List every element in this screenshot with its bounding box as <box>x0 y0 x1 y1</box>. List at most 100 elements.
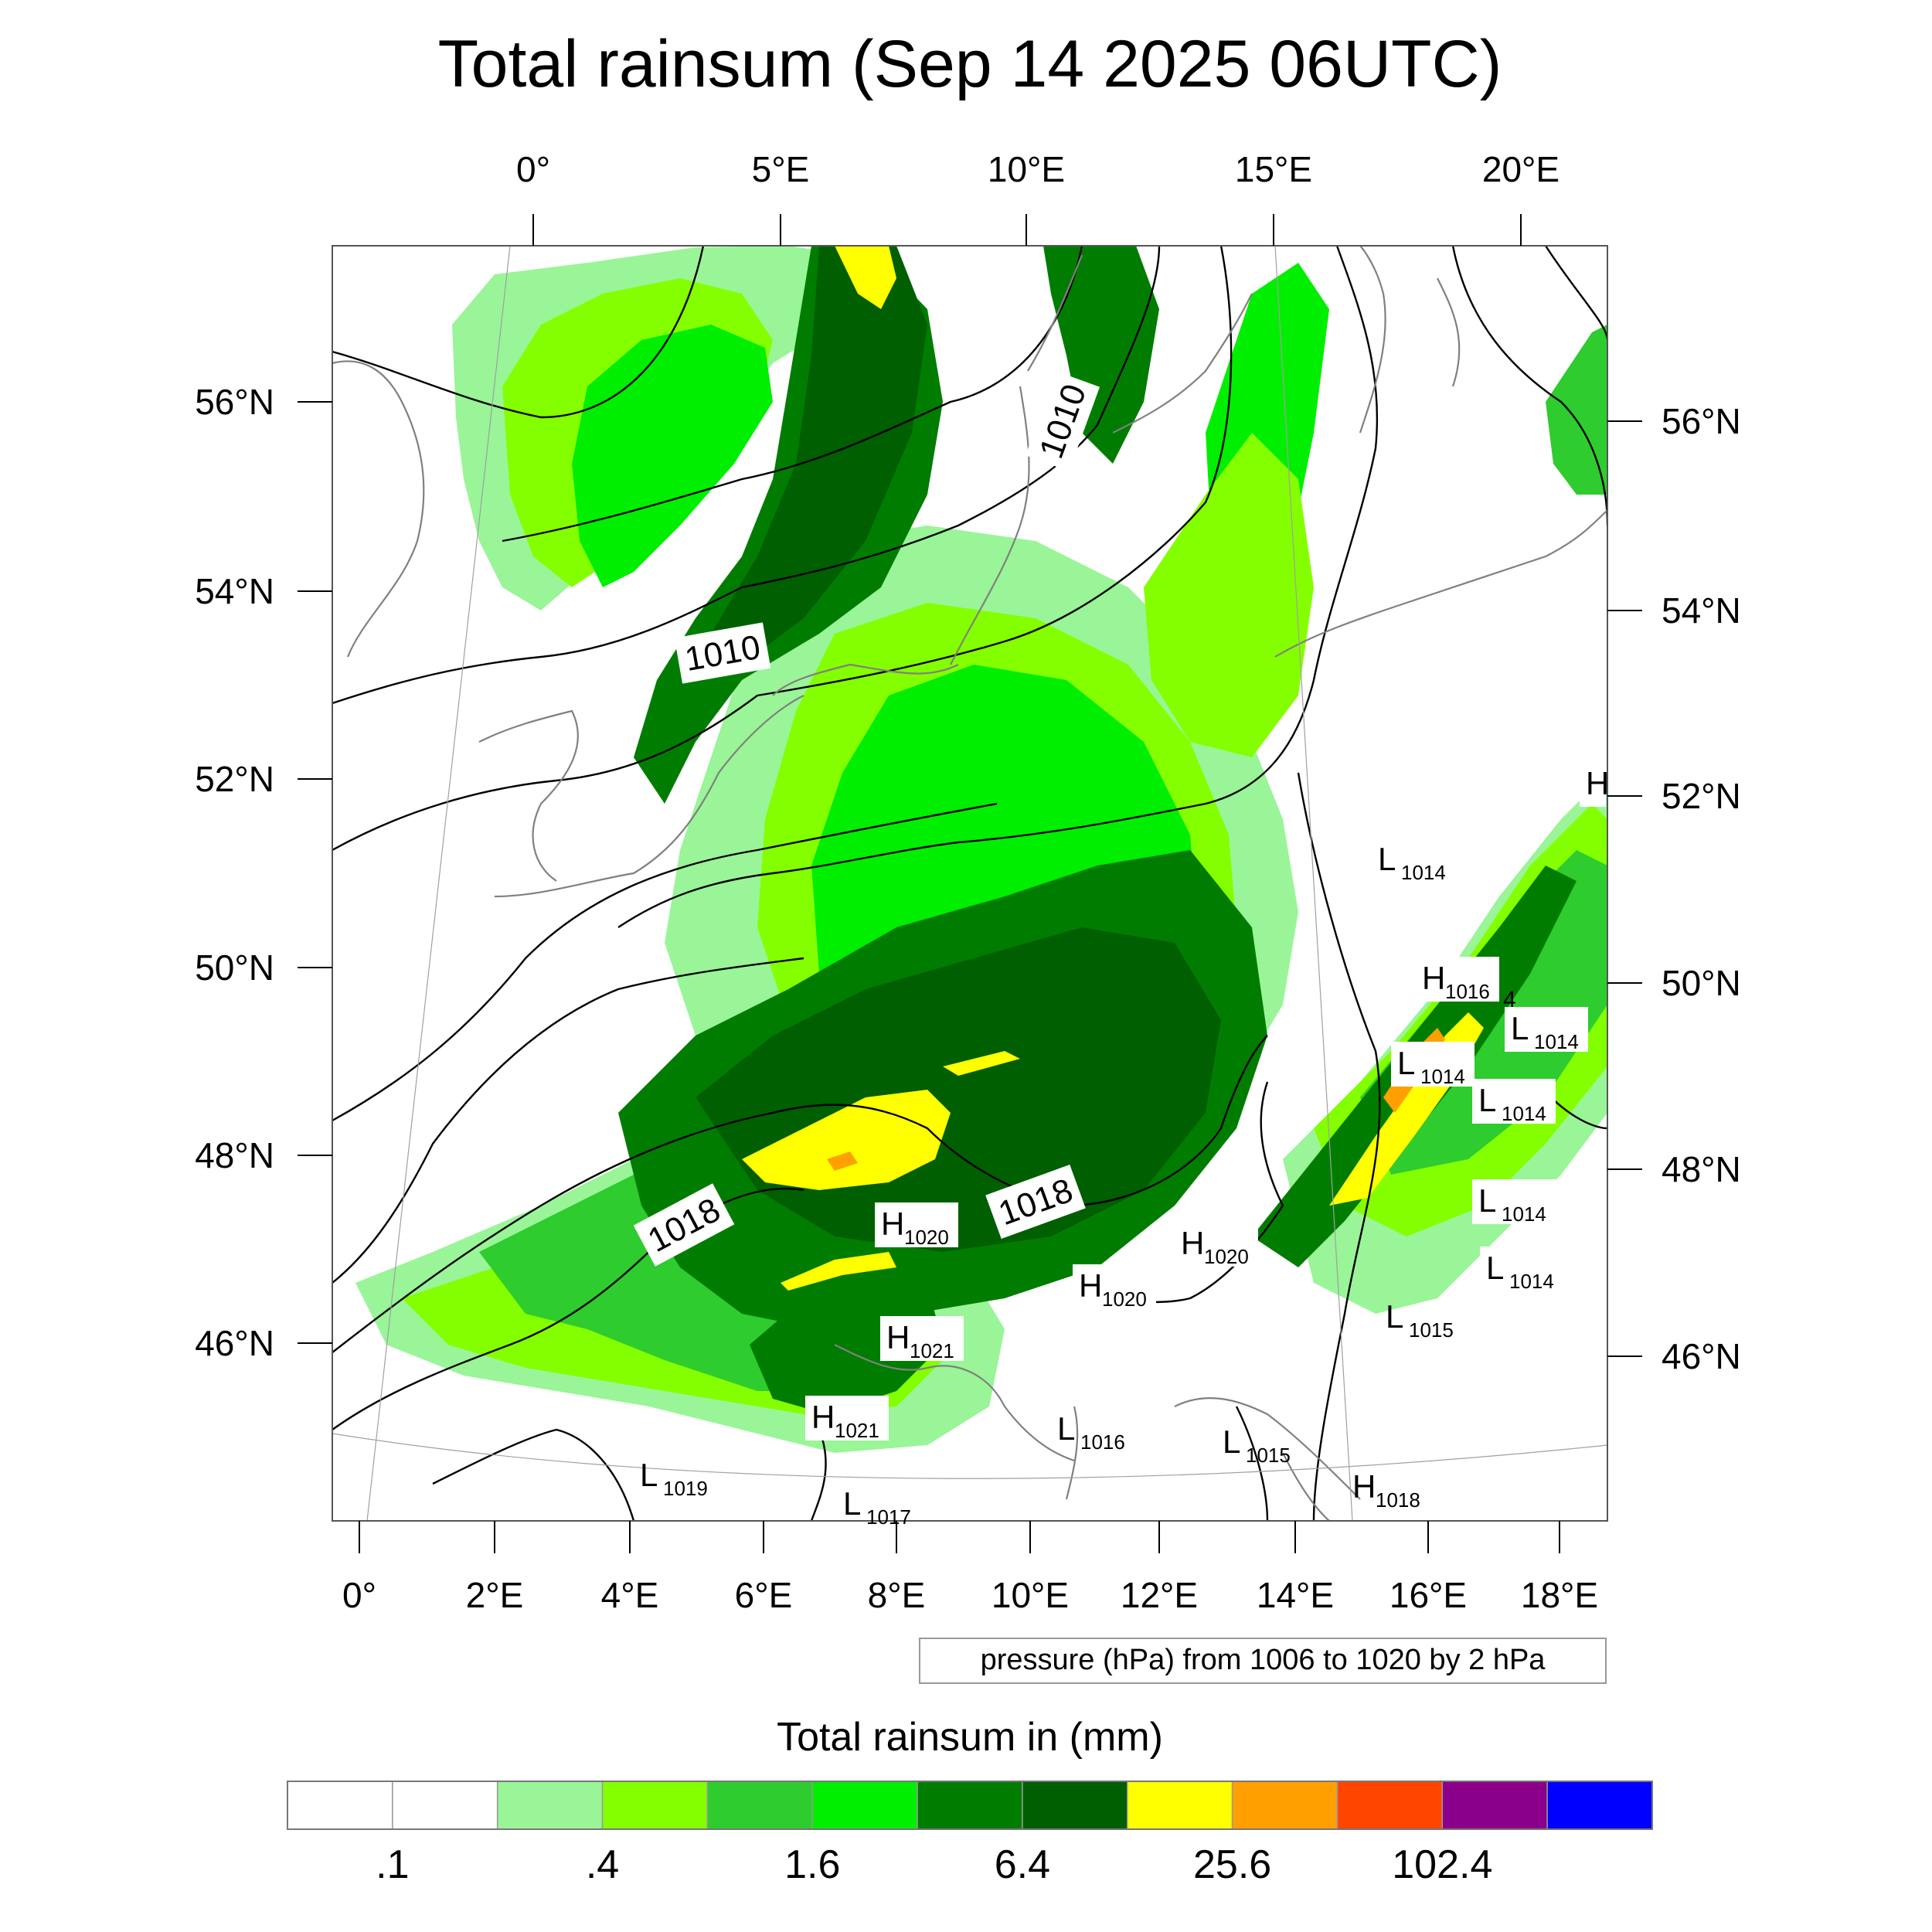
bottom-axis-label: 18°E <box>1521 1575 1598 1615</box>
left-axis-label: 52°N <box>195 759 274 799</box>
coastline <box>1282 1452 1330 1521</box>
pressure-centre-value: 1021 <box>835 1419 879 1442</box>
top-axis-label: 0° <box>516 149 550 189</box>
bottom-axis-label: 2°E <box>466 1575 524 1615</box>
isobar <box>502 246 1083 543</box>
colorbar-swatch <box>1336 1781 1444 1830</box>
right-axis-label: 48°N <box>1662 1149 1741 1189</box>
graticule <box>332 246 1607 1521</box>
coastline <box>1274 509 1607 658</box>
colorbar-tick-labels: .1 .4 1.6 6.4 25.6 102.4 <box>376 1842 1492 1887</box>
coastline <box>1174 1397 1361 1500</box>
low-pressure-label: L 1017 <box>843 1485 911 1529</box>
bottom-axis-label: 4°E <box>601 1575 659 1615</box>
pressure-centre-value: 1014 <box>1401 861 1446 884</box>
colorbar-swatch <box>1441 1781 1548 1830</box>
pressure-centre-value: 1020 <box>1102 1287 1147 1311</box>
pressure-label-box <box>875 1202 958 1247</box>
isobar <box>1544 246 1607 341</box>
pressure-label-box <box>1472 1179 1556 1224</box>
top-axis-label: 5°E <box>752 149 810 189</box>
pressure-centre-value: 1014 <box>1509 1270 1554 1293</box>
pressure-label-box <box>805 1396 889 1440</box>
pressure-label-box <box>1505 1007 1588 1052</box>
low-pressure-label: L 1015 <box>1386 1298 1454 1342</box>
pressure-centre-letter: H <box>886 1319 910 1355</box>
left-axis-label: 48°N <box>195 1135 274 1175</box>
rain-dark-alps-south <box>750 1267 943 1414</box>
contour-note-box <box>919 1638 1607 1684</box>
coastline <box>834 1344 1075 1462</box>
isobar <box>332 957 804 1284</box>
bottom-axis-label: 6°E <box>735 1575 793 1615</box>
coastline <box>772 663 959 696</box>
colorbar-swatch <box>392 1781 498 1830</box>
plot-frame <box>332 245 1608 1522</box>
left-axis-label: 56°N <box>195 382 274 422</box>
pressure-label-box <box>1580 762 1606 807</box>
pressure-label-box <box>880 1316 964 1361</box>
pressure-label-box <box>1073 1264 1156 1309</box>
pressure-centre-letter: H <box>1352 1468 1376 1505</box>
high-pressure-label: H 1018 <box>1352 1468 1420 1512</box>
rain-lime-baltic <box>1144 433 1314 757</box>
high-pressure-label: H 1021 <box>805 1396 889 1442</box>
rain-orange-central <box>827 1151 858 1171</box>
colorbar <box>287 1781 1653 1830</box>
pressure-centre-letter: L <box>1057 1410 1075 1447</box>
pressure-centre-value: 1015 <box>1246 1444 1291 1467</box>
colorbar-frame <box>287 1781 1653 1830</box>
pressure-centre-letter: L <box>1223 1423 1240 1460</box>
rain-dark-denmark <box>1043 246 1159 464</box>
low-pressure-label: L 1014 <box>1505 1007 1588 1053</box>
pressure-centre-value: 1014 <box>1420 1065 1465 1088</box>
isobar <box>332 246 1233 852</box>
pressure-centre-value: 1020 <box>904 1226 949 1249</box>
isobar <box>332 246 705 419</box>
high-pressure-label: H 1016 <box>1416 957 1499 1003</box>
high-pressure-label: H <box>1580 762 1609 807</box>
high-pressure-label: H 1021 <box>880 1316 964 1362</box>
colorbar-swatch <box>287 1781 393 1830</box>
right-axis-label: 52°N <box>1662 776 1741 816</box>
low-pressure-label: L 1015 <box>1223 1423 1291 1467</box>
right-axis-label: 54°N <box>1662 590 1741 631</box>
pressure-centre-letter: H <box>1586 765 1609 801</box>
isobar <box>1297 772 1381 1521</box>
coastline <box>1027 254 1083 372</box>
coastline <box>950 386 1030 665</box>
coastlines <box>332 246 1607 1521</box>
low-pressure-label: L 1014 <box>1378 841 1446 884</box>
colorbar-swatch <box>1231 1781 1338 1830</box>
colorbar-tick-label: 102.4 <box>1392 1842 1492 1887</box>
isobar <box>617 246 1379 928</box>
pressure-centre-value: 1020 <box>1204 1245 1249 1268</box>
low-pressure-label: L 1014 <box>1391 1042 1475 1088</box>
bottom-axis-label: 10°E <box>992 1575 1069 1615</box>
high-pressure-label: H 1020 <box>1175 1222 1258 1268</box>
pressure-centre-value: 1014 <box>1502 1102 1546 1125</box>
rain-yellow-streak <box>943 1051 1020 1076</box>
bottom-axis-label: 0° <box>342 1575 376 1615</box>
top-axis-label: 15°E <box>1235 149 1312 189</box>
pressure-centre-value: 1014 <box>1502 1202 1546 1226</box>
colorbar-swatch <box>811 1781 918 1830</box>
right-axis-label: 46°N <box>1662 1336 1741 1376</box>
colorbar-tick-label: .1 <box>376 1842 409 1887</box>
isobar <box>332 1187 804 1430</box>
colorbar-swatch <box>601 1781 709 1830</box>
left-axis-label: 46°N <box>195 1323 274 1363</box>
map-title: Total rainsum (Sep 14 2025 06UTC) <box>438 27 1502 101</box>
pressure-centre-letter: L <box>1486 1250 1504 1286</box>
left-axis-label: 50°N <box>195 947 274 988</box>
high-pressure-label: H 1020 <box>875 1202 958 1249</box>
isobar <box>332 246 1161 705</box>
low-pressure-label: L 1014 <box>1472 1179 1556 1226</box>
isobar <box>332 1035 1268 1353</box>
colorbar-swatch <box>1127 1781 1233 1830</box>
pressure-centre-letter: H <box>881 1206 904 1242</box>
top-axis-label: 20°E <box>1482 149 1560 189</box>
pressure-centre-value: 1014 <box>1534 1030 1579 1053</box>
left-axis-label: 54°N <box>195 571 274 611</box>
